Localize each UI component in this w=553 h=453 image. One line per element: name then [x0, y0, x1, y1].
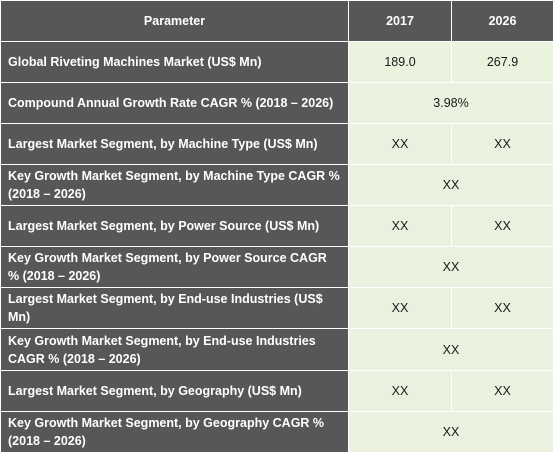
- table-row: Global Riveting Machines Market (US$ Mn)…: [1, 42, 553, 83]
- table-row: Key Growth Market Segment, by Power Sour…: [1, 247, 553, 288]
- table-row: Largest Market Segment, by Machine Type …: [1, 124, 553, 165]
- merged-value: XX: [349, 165, 553, 206]
- table-row: Key Growth Market Segment, by Machine Ty…: [1, 165, 553, 206]
- row-label: Compound Annual Growth Rate CAGR % (2018…: [1, 83, 349, 124]
- table-row: Compound Annual Growth Rate CAGR % (2018…: [1, 83, 553, 124]
- table-row: Largest Market Segment, by End-use Indus…: [1, 288, 553, 329]
- table-row: Key Growth Market Segment, by Geography …: [1, 412, 553, 453]
- merged-value: 3.98%: [349, 83, 553, 124]
- row-label: Key Growth Market Segment, by End-use In…: [1, 329, 349, 371]
- row-label: Key Growth Market Segment, by Power Sour…: [1, 247, 349, 288]
- value-2026: XX: [452, 371, 553, 412]
- table-row: Key Growth Market Segment, by End-use In…: [1, 329, 553, 371]
- row-label: Largest Market Segment, by Machine Type …: [1, 124, 349, 165]
- value-2017: 189.0: [349, 42, 452, 83]
- merged-value: XX: [349, 247, 553, 288]
- value-2017: XX: [349, 288, 452, 329]
- merged-value: XX: [349, 412, 553, 453]
- header-year-2017: 2017: [349, 1, 452, 42]
- value-2026: XX: [452, 206, 553, 247]
- value-2017: XX: [349, 206, 452, 247]
- header-year-2026: 2026: [452, 1, 553, 42]
- row-label: Key Growth Market Segment, by Machine Ty…: [1, 165, 349, 206]
- table-row: Largest Market Segment, by Geography (US…: [1, 371, 553, 412]
- row-label: Largest Market Segment, by Power Source …: [1, 206, 349, 247]
- header-row: Parameter 2017 2026: [1, 1, 553, 42]
- value-2026: XX: [452, 288, 553, 329]
- merged-value: XX: [349, 329, 553, 371]
- header-parameter: Parameter: [1, 1, 349, 42]
- value-2017: XX: [349, 124, 452, 165]
- row-label: Largest Market Segment, by End-use Indus…: [1, 288, 349, 329]
- row-label: Key Growth Market Segment, by Geography …: [1, 412, 349, 453]
- table-row: Largest Market Segment, by Power Source …: [1, 206, 553, 247]
- value-2026: 267.9: [452, 42, 553, 83]
- row-label: Global Riveting Machines Market (US$ Mn): [1, 42, 349, 83]
- value-2026: XX: [452, 124, 553, 165]
- row-label: Largest Market Segment, by Geography (US…: [1, 371, 349, 412]
- value-2017: XX: [349, 371, 452, 412]
